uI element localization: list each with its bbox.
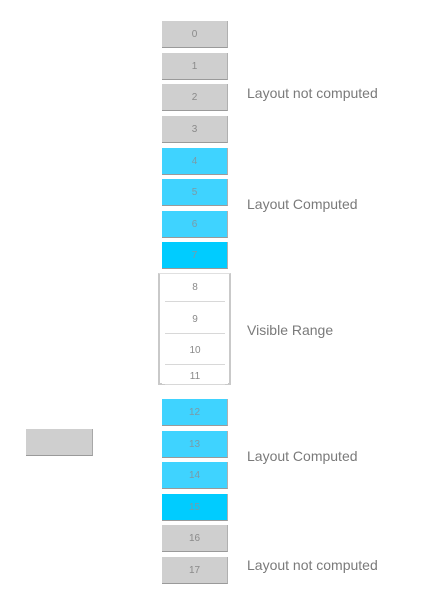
- item-label: 5: [191, 186, 198, 198]
- item-label: 2: [191, 91, 198, 103]
- list-item-9: 9: [162, 306, 228, 334]
- list-item-1: 1: [162, 53, 228, 80]
- item-label: 14: [188, 469, 201, 481]
- item-label: 8: [192, 282, 198, 293]
- list-item-10: 10: [162, 337, 228, 365]
- list-item-4: 4: [162, 148, 228, 175]
- list-item-16: 16: [162, 525, 228, 552]
- list-item-17: 17: [162, 557, 228, 584]
- item-label: 1: [191, 60, 198, 72]
- item-label: 7: [191, 249, 198, 261]
- list-item-5: 5: [162, 179, 228, 206]
- list-item-0: 0: [162, 21, 228, 48]
- list-item-13: 13: [162, 431, 228, 458]
- item-label: 17: [188, 564, 201, 576]
- list-item-8: 8: [162, 274, 228, 302]
- list-item-11: 11: [162, 368, 228, 385]
- list-item-3: 3: [162, 116, 228, 143]
- label-layout-not-computed-top: Layout not computed: [247, 85, 378, 101]
- item-label: 9: [192, 314, 198, 325]
- list-item-12: 12: [162, 399, 228, 426]
- label-layout-computed-bottom: Layout Computed: [247, 448, 358, 464]
- label-layout-not-computed-bottom: Layout not computed: [247, 557, 378, 573]
- label-visible-range: Visible Range: [247, 322, 334, 338]
- item-label: 0: [191, 28, 198, 40]
- item-label: 10: [189, 345, 201, 356]
- label-layout-computed-top: Layout Computed: [247, 196, 358, 212]
- list-item-2: 2: [162, 84, 228, 111]
- list-item-15: 15: [162, 494, 228, 521]
- item-label: 12: [188, 406, 201, 418]
- item-label: 15: [188, 501, 201, 513]
- item-label: 16: [188, 532, 201, 544]
- item-label: 6: [191, 218, 198, 230]
- item-label: 3: [191, 123, 198, 135]
- item-label: 11: [189, 370, 201, 382]
- list-item-14: 14: [162, 462, 228, 489]
- item-label: 13: [188, 438, 201, 450]
- list-item-7: 7: [162, 242, 228, 269]
- item-label: 4: [191, 155, 198, 167]
- list-item-6: 6: [162, 211, 228, 238]
- scroll-thumb[interactable]: [26, 429, 93, 456]
